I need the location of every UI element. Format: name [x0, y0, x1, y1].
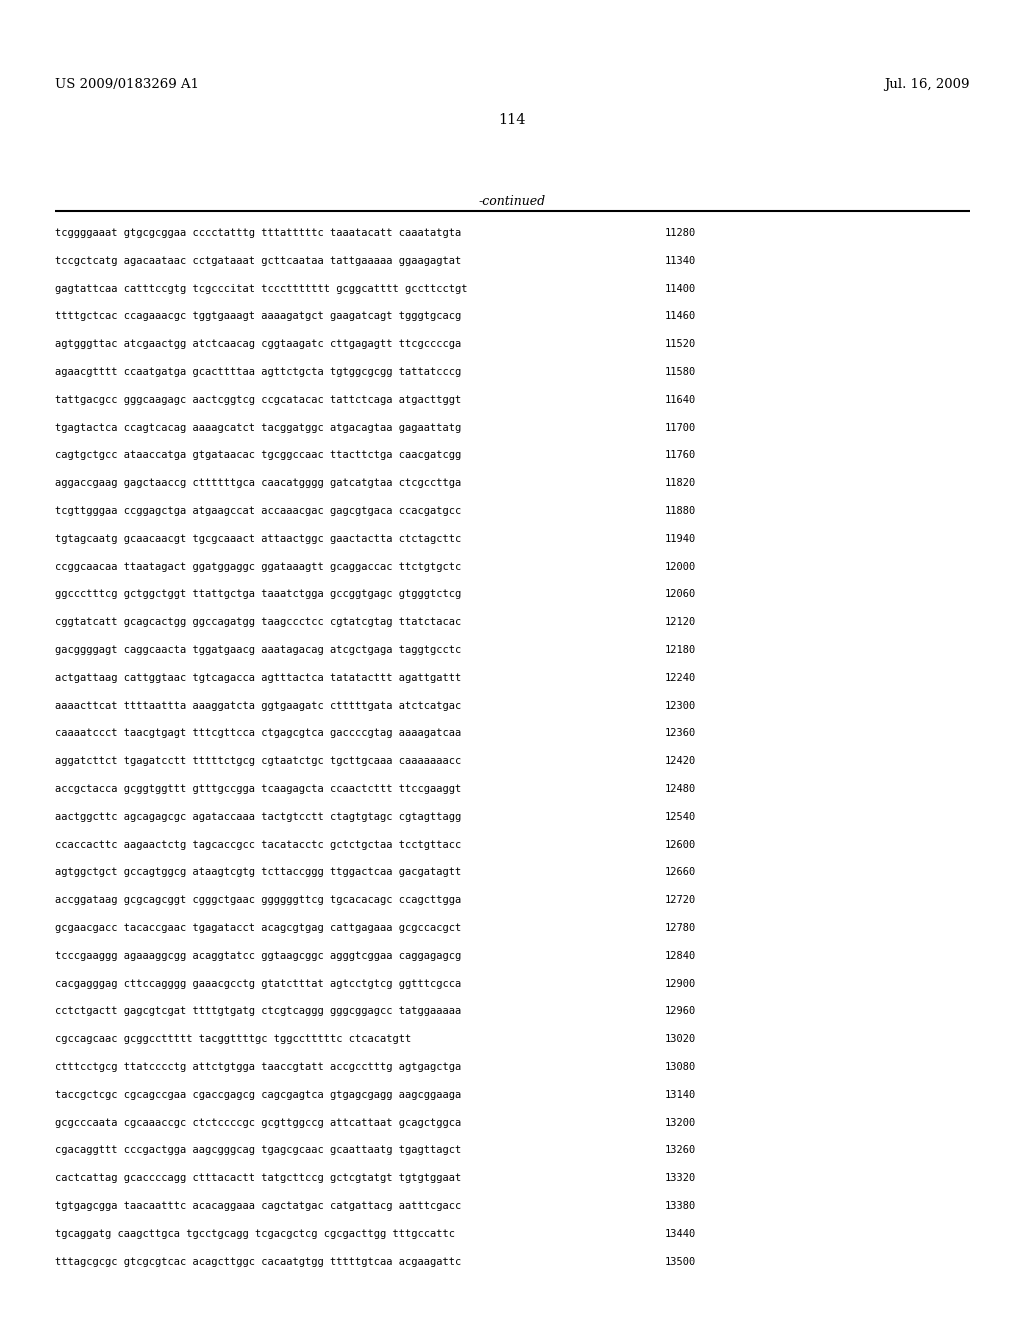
Text: 11340: 11340 [665, 256, 696, 265]
Text: 12240: 12240 [665, 673, 696, 682]
Text: tgtgagcgga taacaatttc acacaggaaa cagctatgac catgattacg aatttcgacc: tgtgagcgga taacaatttc acacaggaaa cagctat… [55, 1201, 461, 1210]
Text: 13200: 13200 [665, 1118, 696, 1127]
Text: gcgaacgacc tacaccgaac tgagatacct acagcgtgag cattgagaaa gcgccacgct: gcgaacgacc tacaccgaac tgagatacct acagcgt… [55, 923, 461, 933]
Text: aactggcttc agcagagcgc agataccaaa tactgtcctt ctagtgtagc cgtagttagg: aactggcttc agcagagcgc agataccaaa tactgtc… [55, 812, 461, 822]
Text: agtgggttac atcgaactgg atctcaacag cggtaagatc cttgagagtt ttcgccccga: agtgggttac atcgaactgg atctcaacag cggtaag… [55, 339, 461, 350]
Text: 13020: 13020 [665, 1034, 696, 1044]
Text: 12960: 12960 [665, 1006, 696, 1016]
Text: 11700: 11700 [665, 422, 696, 433]
Text: 114: 114 [499, 114, 525, 127]
Text: accgctacca gcggtggttt gtttgccgga tcaagagcta ccaactcttt ttccgaaggt: accgctacca gcggtggttt gtttgccgga tcaagag… [55, 784, 461, 795]
Text: tcggggaaat gtgcgcggaa cccctatttg tttatttttc taaatacatt caaatatgta: tcggggaaat gtgcgcggaa cccctatttg tttattt… [55, 228, 461, 238]
Text: 12900: 12900 [665, 978, 696, 989]
Text: 13140: 13140 [665, 1090, 696, 1100]
Text: agtggctgct gccagtggcg ataagtcgtg tcttaccggg ttggactcaa gacgatagtt: agtggctgct gccagtggcg ataagtcgtg tcttacc… [55, 867, 461, 878]
Text: 11640: 11640 [665, 395, 696, 405]
Text: agaacgtttt ccaatgatga gcacttttaa agttctgcta tgtggcgcgg tattatcccg: agaacgtttt ccaatgatga gcacttttaa agttctg… [55, 367, 461, 378]
Text: gacggggagt caggcaacta tggatgaacg aaatagacag atcgctgaga taggtgcctc: gacggggagt caggcaacta tggatgaacg aaataga… [55, 645, 461, 655]
Text: 11520: 11520 [665, 339, 696, 350]
Text: ctttcctgcg ttatcccctg attctgtgga taaccgtatt accgcctttg agtgagctga: ctttcctgcg ttatcccctg attctgtgga taaccgt… [55, 1063, 461, 1072]
Text: ccaccacttc aagaactctg tagcaccgcc tacatacctc gctctgctaa tcctgttacc: ccaccacttc aagaactctg tagcaccgcc tacatac… [55, 840, 461, 850]
Text: 13080: 13080 [665, 1063, 696, 1072]
Text: cgacaggttt cccgactgga aagcgggcag tgagcgcaac gcaattaatg tgagttagct: cgacaggttt cccgactgga aagcgggcag tgagcgc… [55, 1146, 461, 1155]
Text: ccggcaacaa ttaatagact ggatggaggc ggataaagtt gcaggaccac ttctgtgctc: ccggcaacaa ttaatagact ggatggaggc ggataaa… [55, 561, 461, 572]
Text: tcgttgggaa ccggagctga atgaagccat accaaacgac gagcgtgaca ccacgatgcc: tcgttgggaa ccggagctga atgaagccat accaaac… [55, 506, 461, 516]
Text: 12000: 12000 [665, 561, 696, 572]
Text: 12660: 12660 [665, 867, 696, 878]
Text: aggatcttct tgagatcctt tttttctgcg cgtaatctgc tgcttgcaaa caaaaaaacc: aggatcttct tgagatcctt tttttctgcg cgtaatc… [55, 756, 461, 766]
Text: tgtagcaatg gcaacaacgt tgcgcaaact attaactggc gaactactta ctctagcttc: tgtagcaatg gcaacaacgt tgcgcaaact attaact… [55, 533, 461, 544]
Text: cctctgactt gagcgtcgat ttttgtgatg ctcgtcaggg gggcggagcc tatggaaaaa: cctctgactt gagcgtcgat ttttgtgatg ctcgtca… [55, 1006, 461, 1016]
Text: 12780: 12780 [665, 923, 696, 933]
Text: Jul. 16, 2009: Jul. 16, 2009 [885, 78, 970, 91]
Text: aaaacttcat ttttaattta aaaggatcta ggtgaagatc ctttttgata atctcatgac: aaaacttcat ttttaattta aaaggatcta ggtgaag… [55, 701, 461, 710]
Text: taccgctcgc cgcagccgaa cgaccgagcg cagcgagtca gtgagcgagg aagcggaaga: taccgctcgc cgcagccgaa cgaccgagcg cagcgag… [55, 1090, 461, 1100]
Text: 11400: 11400 [665, 284, 696, 293]
Text: gcgcccaata cgcaaaccgc ctctccccgc gcgttggccg attcattaat gcagctggca: gcgcccaata cgcaaaccgc ctctccccgc gcgttgg… [55, 1118, 461, 1127]
Text: 11940: 11940 [665, 533, 696, 544]
Text: cacgagggag cttccagggg gaaacgcctg gtatctttat agtcctgtcg ggtttcgcca: cacgagggag cttccagggg gaaacgcctg gtatctt… [55, 978, 461, 989]
Text: -continued: -continued [478, 195, 546, 209]
Text: aggaccgaag gagctaaccg cttttttgca caacatgggg gatcatgtaa ctcgccttga: aggaccgaag gagctaaccg cttttttgca caacatg… [55, 478, 461, 488]
Text: 13380: 13380 [665, 1201, 696, 1210]
Text: 12120: 12120 [665, 618, 696, 627]
Text: cggtatcatt gcagcactgg ggccagatgg taagccctcc cgtatcgtag ttatctacac: cggtatcatt gcagcactgg ggccagatgg taagccc… [55, 618, 461, 627]
Text: tttagcgcgc gtcgcgtcac acagcttggc cacaatgtgg tttttgtcaa acgaagattc: tttagcgcgc gtcgcgtcac acagcttggc cacaatg… [55, 1257, 461, 1267]
Text: 12420: 12420 [665, 756, 696, 766]
Text: 11460: 11460 [665, 312, 696, 321]
Text: 12720: 12720 [665, 895, 696, 906]
Text: 12360: 12360 [665, 729, 696, 738]
Text: 12180: 12180 [665, 645, 696, 655]
Text: 12480: 12480 [665, 784, 696, 795]
Text: 11580: 11580 [665, 367, 696, 378]
Text: tccgctcatg agacaataac cctgataaat gcttcaataa tattgaaaaa ggaagagtat: tccgctcatg agacaataac cctgataaat gcttcaa… [55, 256, 461, 265]
Text: cactcattag gcaccccagg ctttacactt tatgcttccg gctcgtatgt tgtgtggaat: cactcattag gcaccccagg ctttacactt tatgctt… [55, 1173, 461, 1183]
Text: tcccgaaggg agaaaggcgg acaggtatcc ggtaagcggc agggtcggaa caggagagcg: tcccgaaggg agaaaggcgg acaggtatcc ggtaagc… [55, 950, 461, 961]
Text: cagtgctgcc ataaccatga gtgataacac tgcggccaac ttacttctga caacgatcgg: cagtgctgcc ataaccatga gtgataacac tgcggcc… [55, 450, 461, 461]
Text: 11280: 11280 [665, 228, 696, 238]
Text: 13320: 13320 [665, 1173, 696, 1183]
Text: accggataag gcgcagcggt cgggctgaac ggggggttcg tgcacacagc ccagcttgga: accggataag gcgcagcggt cgggctgaac ggggggt… [55, 895, 461, 906]
Text: 12300: 12300 [665, 701, 696, 710]
Text: 12540: 12540 [665, 812, 696, 822]
Text: tgcaggatg caagcttgca tgcctgcagg tcgacgctcg cgcgacttgg tttgccattc: tgcaggatg caagcttgca tgcctgcagg tcgacgct… [55, 1229, 455, 1238]
Text: US 2009/0183269 A1: US 2009/0183269 A1 [55, 78, 199, 91]
Text: ggccctttcg gctggctggt ttattgctga taaatctgga gccggtgagc gtgggtctcg: ggccctttcg gctggctggt ttattgctga taaatct… [55, 590, 461, 599]
Text: 13440: 13440 [665, 1229, 696, 1238]
Text: 11760: 11760 [665, 450, 696, 461]
Text: caaaatccct taacgtgagt tttcgttcca ctgagcgtca gaccccgtag aaaagatcaa: caaaatccct taacgtgagt tttcgttcca ctgagcg… [55, 729, 461, 738]
Text: 13500: 13500 [665, 1257, 696, 1267]
Text: 11880: 11880 [665, 506, 696, 516]
Text: tgagtactca ccagtcacag aaaagcatct tacggatggc atgacagtaa gagaattatg: tgagtactca ccagtcacag aaaagcatct tacggat… [55, 422, 461, 433]
Text: 12600: 12600 [665, 840, 696, 850]
Text: 12060: 12060 [665, 590, 696, 599]
Text: ttttgctcac ccagaaacgc tggtgaaagt aaaagatgct gaagatcagt tgggtgcacg: ttttgctcac ccagaaacgc tggtgaaagt aaaagat… [55, 312, 461, 321]
Text: 11820: 11820 [665, 478, 696, 488]
Text: actgattaag cattggtaac tgtcagacca agtttactca tatatacttt agattgattt: actgattaag cattggtaac tgtcagacca agtttac… [55, 673, 461, 682]
Text: cgccagcaac gcggccttttt tacggttttgc tggcctttttc ctcacatgtt: cgccagcaac gcggccttttt tacggttttgc tggcc… [55, 1034, 412, 1044]
Text: 13260: 13260 [665, 1146, 696, 1155]
Text: 12840: 12840 [665, 950, 696, 961]
Text: gagtattcaa catttccgtg tcgcccitat tcccttttttt gcggcatttt gccttcctgt: gagtattcaa catttccgtg tcgcccitat tcccttt… [55, 284, 468, 293]
Text: tattgacgcc gggcaagagc aactcggtcg ccgcatacac tattctcaga atgacttggt: tattgacgcc gggcaagagc aactcggtcg ccgcata… [55, 395, 461, 405]
